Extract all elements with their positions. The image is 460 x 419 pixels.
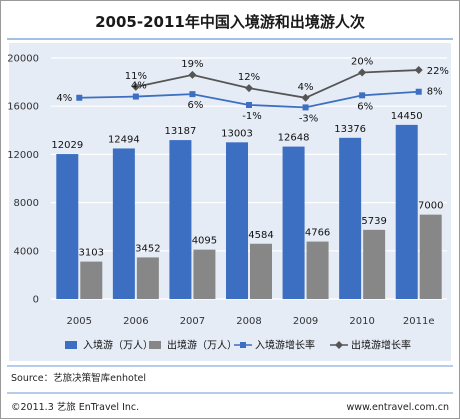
inbound-growth-label: 4% bbox=[131, 81, 147, 92]
y-axis-ticks: 0 4000 8000 12000 16000 20000 bbox=[7, 54, 39, 306]
x-tick-label: 2010 bbox=[349, 316, 374, 327]
outbound-bar-label: 4584 bbox=[248, 230, 273, 241]
outbound-bar bbox=[419, 214, 442, 299]
x-axis-ticks: 2005 2006 2007 2008 2009 2010 2011e bbox=[67, 316, 435, 327]
outbound-bar bbox=[80, 261, 103, 299]
x-tick-label: 2007 bbox=[180, 316, 205, 327]
legend-label: 出境游（万人） bbox=[167, 339, 237, 352]
inbound-bar-label: 12648 bbox=[278, 133, 310, 144]
inbound-growth-marker bbox=[415, 88, 422, 95]
outbound-growth-label: 4% bbox=[298, 82, 314, 93]
legend: 入境游（万人） 出境游（万人） 入境游增长率 出境游增长率 bbox=[65, 339, 411, 352]
inbound-bar-label: 14450 bbox=[391, 111, 423, 122]
x-tick-label: 2008 bbox=[236, 316, 261, 327]
inbound-growth-marker bbox=[359, 92, 366, 99]
copyright-text: ©2011.3 艺旅 EnTravel Inc. bbox=[11, 401, 139, 413]
inbound-bar bbox=[395, 124, 418, 299]
growth-labels: 4% 4% 6% -1% -3% 6% 8% 11% 19% 12% 4% 20% 22% bbox=[56, 56, 449, 124]
inbound-growth-label: 6% bbox=[357, 101, 373, 112]
outbound-bar bbox=[136, 257, 159, 299]
outbound-bar-label: 5739 bbox=[361, 216, 386, 227]
inbound-growth-marker bbox=[189, 91, 196, 98]
outbound-bar bbox=[306, 241, 329, 299]
legend-label: 入境游（万人） bbox=[83, 339, 153, 352]
y-tick-label: 16000 bbox=[7, 102, 39, 113]
legend-swatch bbox=[65, 341, 77, 349]
inbound-growth-marker bbox=[76, 94, 83, 101]
outbound-bar-label: 3103 bbox=[79, 248, 104, 259]
bars bbox=[56, 124, 442, 299]
inbound-bar-label: 13376 bbox=[334, 124, 366, 135]
chart-title: 2005-2011年中国入境游和出境游人次 bbox=[95, 13, 365, 31]
inbound-bar-label: 12494 bbox=[108, 134, 140, 145]
inbound-bar-label: 13003 bbox=[221, 128, 253, 139]
outbound-growth-marker bbox=[245, 84, 253, 93]
outbound-bar bbox=[363, 229, 386, 299]
outbound-bar-label: 3452 bbox=[135, 243, 160, 254]
y-tick-label: 12000 bbox=[7, 150, 39, 161]
outbound-growth-label: 19% bbox=[181, 59, 203, 70]
y-tick-label: 0 bbox=[33, 295, 39, 306]
inbound-bar bbox=[169, 140, 192, 299]
legend-swatch-marker bbox=[335, 341, 343, 349]
inbound-growth-marker bbox=[132, 93, 139, 100]
inbound-bar bbox=[56, 154, 79, 299]
inbound-growth-marker bbox=[302, 104, 309, 111]
legend-label: 入境游增长率 bbox=[255, 339, 315, 352]
outbound-bar bbox=[193, 249, 216, 299]
outbound-bar bbox=[250, 243, 272, 299]
bar-value-labels: 12029 12494 13187 13003 12648 13376 14450 3103 3… bbox=[51, 111, 443, 259]
outbound-growth-marker bbox=[414, 66, 423, 75]
inbound-bar-label: 13187 bbox=[165, 126, 197, 137]
outbound-bar-label: 7000 bbox=[418, 201, 443, 212]
legend-swatch bbox=[149, 341, 161, 349]
outbound-growth-label: 20% bbox=[351, 56, 373, 67]
inbound-growth-label: 4% bbox=[56, 93, 72, 104]
inbound-bar bbox=[282, 146, 305, 299]
website-text: www.entravel.com.cn bbox=[347, 402, 449, 413]
inbound-growth-marker bbox=[246, 101, 252, 108]
inbound-growth-label: 6% bbox=[187, 100, 203, 111]
inbound-bar bbox=[226, 142, 248, 299]
inbound-bar-label: 12029 bbox=[51, 140, 83, 151]
inbound-growth-label: 8% bbox=[427, 87, 443, 98]
inbound-growth-label: -3% bbox=[299, 113, 318, 124]
x-tick-label: 2011e bbox=[403, 316, 435, 327]
outbound-growth-label: 12% bbox=[238, 72, 260, 83]
x-tick-label: 2006 bbox=[123, 316, 148, 327]
outbound-growth-marker bbox=[301, 93, 310, 102]
legend-swatch-marker bbox=[240, 342, 246, 348]
outbound-growth-marker bbox=[358, 68, 367, 77]
title-band bbox=[1, 1, 459, 39]
y-tick-label: 8000 bbox=[14, 198, 39, 209]
inbound-bar bbox=[339, 137, 362, 299]
outbound-growth-label: 11% bbox=[125, 71, 147, 82]
x-tick-label: 2005 bbox=[67, 316, 92, 327]
outbound-growth-line bbox=[135, 69, 419, 99]
y-tick-label: 20000 bbox=[7, 54, 39, 65]
source-text: Source：艺旅决策智库enhotel bbox=[11, 372, 146, 384]
x-tick-label: 2009 bbox=[293, 316, 318, 327]
inbound-growth-label: -1% bbox=[242, 111, 261, 122]
y-tick-label: 4000 bbox=[14, 246, 39, 257]
outbound-growth-marker bbox=[188, 70, 197, 79]
outbound-bar-label: 4766 bbox=[305, 228, 330, 239]
growth-lines bbox=[76, 66, 423, 111]
inbound-bar bbox=[112, 148, 135, 299]
outbound-growth-marker bbox=[131, 82, 140, 91]
outbound-growth-label: 22% bbox=[427, 66, 449, 77]
legend-label: 出境游增长率 bbox=[351, 339, 411, 352]
outbound-bar-label: 4095 bbox=[192, 236, 217, 247]
